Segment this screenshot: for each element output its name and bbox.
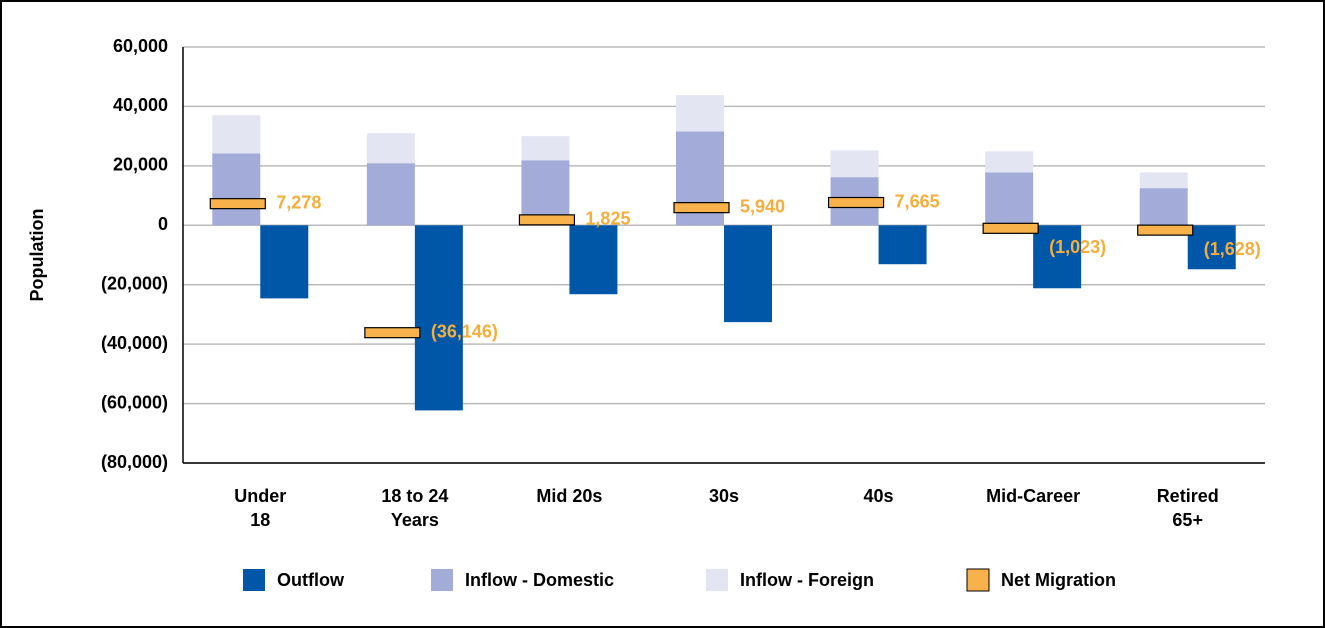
x-tick-label: Mid 20s	[536, 486, 603, 506]
outflow-bar	[1033, 225, 1082, 289]
inflow-domestic-bar	[1139, 188, 1188, 226]
net-migration-label: 1,825	[585, 209, 630, 229]
net-migration-label: 7,278	[276, 192, 321, 212]
net-migration-marker	[209, 198, 266, 210]
y-tick-label: 0	[158, 214, 168, 234]
net-migration-label: (1,628)	[1204, 239, 1261, 259]
net-migration-marker	[827, 196, 885, 209]
y-axis-label: Population	[27, 209, 47, 302]
inflow-foreign-bar	[1139, 172, 1188, 189]
y-tick-label: (80,000)	[101, 452, 168, 472]
legend-swatch	[243, 569, 265, 591]
y-tick-label: 60,000	[113, 36, 168, 56]
inflow-domestic-bar	[212, 153, 261, 226]
outflow-bar	[569, 225, 618, 295]
y-tick-label: (60,000)	[101, 392, 168, 412]
net-migration-label: 5,940	[740, 196, 785, 216]
outflow-bar	[878, 225, 927, 265]
x-tick-label: 40s	[863, 486, 894, 506]
inflow-foreign-bar	[366, 133, 415, 164]
inflow-domestic-bar	[366, 163, 415, 226]
net-migration-label: (36,146)	[431, 321, 498, 341]
y-tick-label: (40,000)	[101, 333, 168, 353]
outflow-bar	[414, 225, 463, 411]
legend-label: Outflow	[277, 570, 345, 590]
legend-swatch	[966, 568, 990, 592]
net-migration-marker	[364, 327, 421, 339]
x-tick-label: Under 18	[234, 486, 287, 530]
inflow-foreign-bar	[985, 151, 1034, 173]
legend-swatch	[431, 569, 453, 591]
y-tick-label: 20,000	[113, 155, 168, 175]
legend-label: Net Migration	[1001, 570, 1116, 590]
net-migration-marker	[673, 202, 730, 214]
y-tick-label: (20,000)	[101, 273, 168, 293]
net-migration-label: (1,023)	[1049, 237, 1106, 257]
outflow-bar	[260, 225, 309, 299]
x-tick-label: 18 to 24 Years	[381, 486, 449, 530]
inflow-foreign-bar	[521, 136, 570, 161]
outflow-bar	[724, 225, 772, 323]
net-migration-marker	[1137, 224, 1194, 236]
inflow-foreign-bar	[212, 115, 261, 154]
x-tick-label: 30s	[708, 486, 740, 506]
outflow-bar	[1187, 225, 1236, 270]
legend-swatch	[706, 569, 728, 591]
inflow-foreign-bar	[676, 95, 724, 132]
legend-label: Inflow - Foreign	[740, 570, 874, 590]
net-migration-marker	[518, 214, 576, 226]
legend-label: Inflow - Domestic	[465, 570, 614, 590]
y-tick-label: 40,000	[113, 95, 168, 115]
x-tick-label: Retired 65+	[1156, 486, 1219, 530]
x-tick-label: Mid-Career	[986, 486, 1081, 506]
net-migration-label: 7,665	[895, 191, 940, 211]
inflow-foreign-bar	[830, 150, 879, 178]
inflow-domestic-bar	[985, 172, 1034, 226]
net-migration-marker	[982, 222, 1039, 234]
